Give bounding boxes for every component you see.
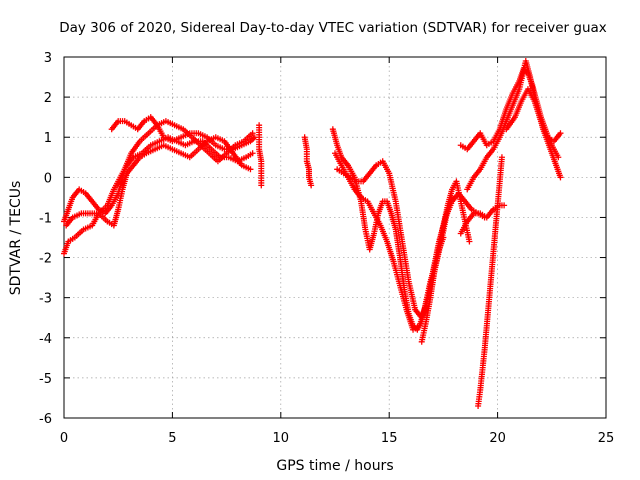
data-point [258, 182, 265, 189]
data-point [449, 194, 456, 201]
y-tick-label: -1 [39, 211, 52, 226]
series-sat-m [464, 58, 564, 193]
data-points [61, 58, 564, 409]
series-sat-n [475, 154, 505, 409]
series-sat-f [301, 134, 315, 189]
y-tick-label: -6 [39, 412, 52, 427]
data-point [308, 182, 315, 189]
data-point [557, 174, 564, 181]
data-point [466, 238, 473, 245]
data-point [557, 130, 564, 137]
x-tick-label: 10 [273, 431, 290, 446]
plot-frame [63, 56, 607, 419]
x-axis-title: GPS time / hours [276, 458, 393, 474]
y-tick-label: 1 [44, 131, 52, 146]
y-tick-label: -4 [39, 332, 52, 347]
series-sat-e [256, 122, 265, 189]
data-point [440, 234, 447, 241]
y-tick-label: -5 [39, 372, 52, 387]
data-point [249, 150, 256, 157]
y-tick-label: -2 [39, 252, 52, 267]
y-tick-label: 2 [44, 91, 52, 106]
series-sat-d [108, 114, 258, 153]
x-tick-labels: 0 5 10 15 20 25 [60, 431, 614, 446]
data-point [498, 154, 505, 161]
axis-ticks [63, 56, 607, 419]
x-tick-label: 15 [381, 431, 398, 446]
chart-title: Day 306 of 2020, Sidereal Day-to-day VTE… [59, 20, 607, 36]
x-tick-label: 20 [489, 431, 506, 446]
grid-lines [64, 57, 606, 418]
x-tick-label: 0 [60, 431, 68, 446]
x-tick-label: 25 [598, 431, 615, 446]
series-sat-b [61, 118, 256, 225]
y-tick-label: 0 [44, 171, 52, 186]
y-tick-labels: -6 -5 -4 -3 -2 -1 0 1 2 3 [39, 51, 52, 427]
data-point [249, 130, 256, 137]
x-tick-label: 5 [168, 431, 176, 446]
y-axis-title: SDTVAR / TECUs [8, 181, 24, 296]
series-sat-j [418, 234, 447, 345]
y-tick-label: 3 [44, 51, 52, 66]
data-point [247, 166, 254, 173]
data-point [555, 154, 562, 161]
series-sat-o [503, 86, 564, 145]
data-point [501, 202, 508, 209]
y-tick-label: -3 [39, 292, 52, 307]
series-sat-g [329, 126, 473, 333]
